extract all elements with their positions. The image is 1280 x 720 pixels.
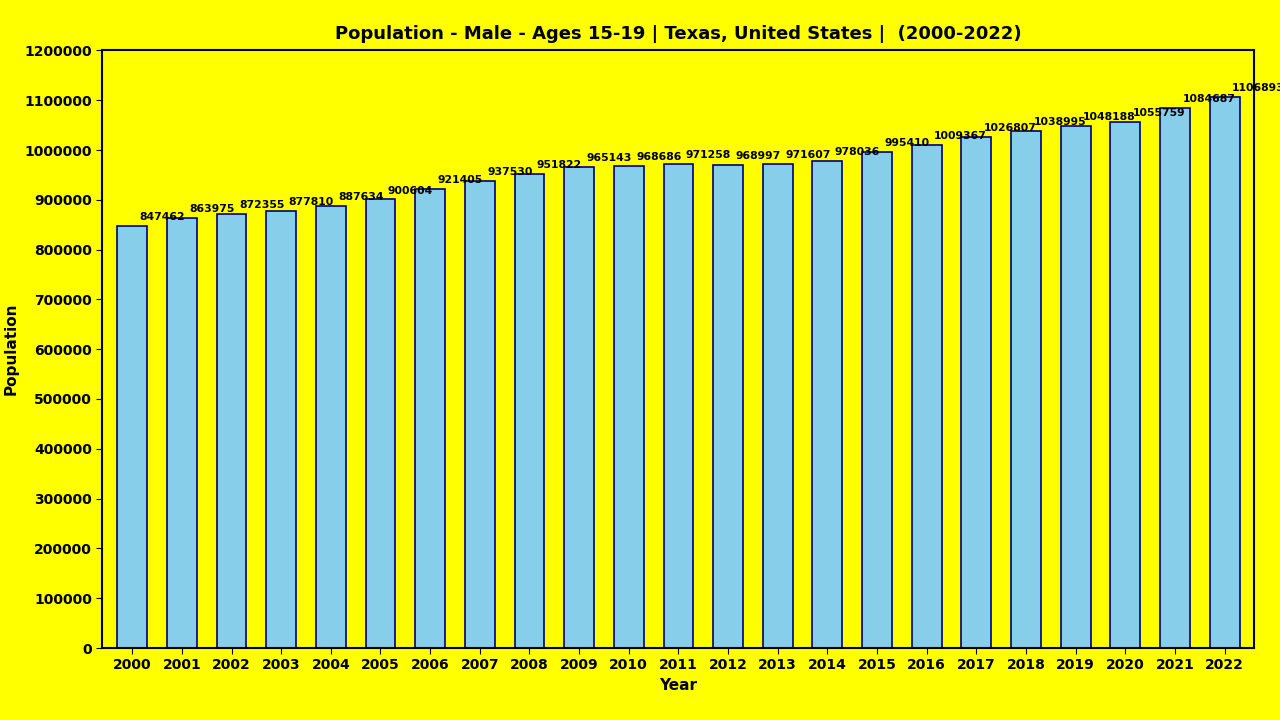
Bar [663,164,694,648]
Text: 900604: 900604 [388,186,433,196]
Bar [564,167,594,648]
Bar [166,217,197,648]
Bar [961,137,991,648]
Text: 971607: 971607 [785,150,831,160]
Text: 971258: 971258 [686,150,731,161]
Bar [863,153,892,648]
Bar [614,166,644,648]
Text: 863975: 863975 [189,204,234,214]
Text: 1009367: 1009367 [934,131,987,141]
Bar [465,181,494,648]
Bar [366,199,396,648]
Bar [1210,96,1239,648]
Text: 965143: 965143 [586,153,632,163]
Text: 921405: 921405 [438,175,483,185]
Bar [1061,126,1091,648]
X-axis label: Year: Year [659,678,698,693]
Text: 1055759: 1055759 [1133,108,1185,118]
Title: Population - Male - Ages 15-19 | Texas, United States |  (2000-2022): Population - Male - Ages 15-19 | Texas, … [335,25,1021,43]
Text: 951822: 951822 [536,160,582,170]
Text: 968686: 968686 [636,152,681,161]
Bar [813,161,842,648]
Text: 877810: 877810 [288,197,334,207]
Bar [1160,108,1190,648]
Text: 847462: 847462 [140,212,186,222]
Text: 978036: 978036 [835,147,881,157]
Bar [1110,122,1140,648]
Text: 872355: 872355 [239,199,284,210]
Bar [515,174,544,648]
Text: 937530: 937530 [488,167,532,177]
Text: 968997: 968997 [736,151,781,161]
Bar [713,166,742,648]
Text: 995410: 995410 [884,138,929,148]
Bar [415,189,445,648]
Text: 1026807: 1026807 [984,122,1037,132]
Text: 1106893: 1106893 [1233,83,1280,93]
Bar [216,214,246,648]
Text: 1038995: 1038995 [1033,117,1085,127]
Text: 1084687: 1084687 [1183,94,1235,104]
Bar [118,226,147,648]
Bar [1011,130,1041,648]
Y-axis label: Population: Population [4,303,19,395]
Bar [763,164,792,648]
Text: 887634: 887634 [338,192,384,202]
Bar [911,145,942,648]
Bar [266,211,296,648]
Text: 1048188: 1048188 [1083,112,1135,122]
Bar [316,206,346,648]
